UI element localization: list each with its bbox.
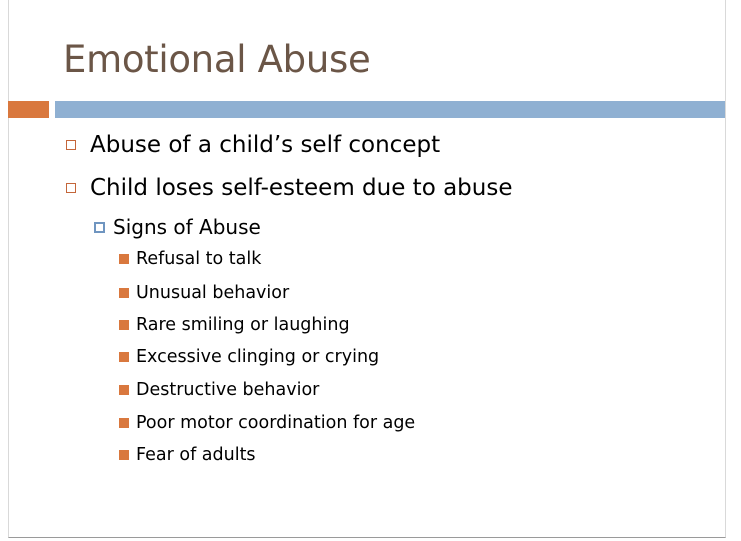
sign-text: Unusual behavior — [136, 283, 290, 303]
sign-text: Refusal to talk — [136, 249, 262, 269]
title-accent-orange-bar — [8, 101, 49, 118]
sign-text: Rare smiling or laughing — [136, 315, 350, 335]
sign-item: Fear of adults — [119, 445, 256, 465]
bullet-item: Abuse of a child’s self concept — [66, 132, 440, 158]
sign-item: Poor motor coordination for age — [119, 413, 415, 433]
sign-item: Excessive clinging or crying — [119, 347, 379, 367]
sign-text: Excessive clinging or crying — [136, 347, 380, 367]
title-accent-blue-bar — [55, 101, 725, 118]
sign-item: Destructive behavior — [119, 380, 319, 400]
filled-square-icon — [119, 352, 129, 362]
bullet-text: Abuse of a child’s self concept — [90, 132, 441, 158]
filled-square-icon — [119, 385, 129, 395]
sign-text: Poor motor coordination for age — [136, 413, 416, 433]
filled-square-icon — [119, 418, 129, 428]
sub-bullet-text: Signs of Abuse — [113, 215, 261, 239]
sign-item: Unusual behavior — [119, 283, 289, 303]
filled-square-icon — [119, 450, 129, 460]
filled-square-icon — [119, 320, 129, 330]
sign-item: Refusal to talk — [119, 249, 261, 269]
bullet-text: Child loses self-esteem due to abuse — [90, 175, 513, 201]
sign-item: Rare smiling or laughing — [119, 315, 350, 335]
slide-title: Emotional Abuse — [63, 38, 371, 81]
filled-square-icon — [119, 254, 129, 264]
slide-canvas — [8, 0, 726, 538]
bullet-square-icon — [66, 183, 76, 193]
sub-bullet-square-icon — [94, 221, 105, 233]
bullet-item: Child loses self-esteem due to abuse — [66, 175, 513, 201]
sign-text: Destructive behavior — [136, 380, 320, 400]
bullet-square-icon — [66, 140, 76, 150]
sub-bullet-item: Signs of Abuse — [94, 215, 261, 239]
sign-text: Fear of adults — [136, 445, 256, 465]
filled-square-icon — [119, 288, 129, 298]
